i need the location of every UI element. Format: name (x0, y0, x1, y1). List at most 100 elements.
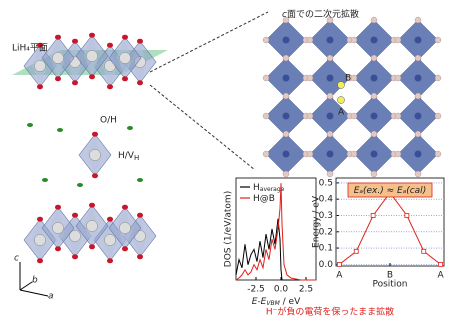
axis-label: c (14, 254, 19, 264)
atom (415, 75, 422, 82)
atom (72, 80, 78, 85)
x-axis-label: E-EVBM / eV (252, 297, 301, 307)
atom (27, 123, 33, 127)
atom (89, 244, 95, 249)
atom (137, 213, 143, 218)
atom (395, 113, 401, 119)
atom (395, 75, 401, 81)
atom (42, 178, 48, 182)
atom (263, 37, 269, 43)
atom (283, 131, 289, 137)
atom (371, 37, 378, 44)
atom (327, 171, 333, 177)
y-tick-label: 0.5 (319, 178, 333, 188)
atom (327, 37, 334, 44)
atom (127, 126, 133, 130)
annotation: Eₐ(ex.) ≈ Eₐ(cal) (354, 186, 426, 196)
atom (89, 203, 95, 208)
zoom-line (150, 85, 255, 170)
site-label: B (345, 74, 351, 84)
atom (107, 258, 113, 263)
site (338, 82, 345, 89)
atom (86, 50, 97, 61)
caption: H⁻が負の電荷を保ったまま拡散 (266, 306, 394, 318)
point (405, 213, 409, 217)
atom (77, 183, 83, 187)
atom (122, 205, 128, 210)
atom (104, 234, 115, 245)
atom (327, 131, 333, 137)
x-axis-label: Position (372, 280, 407, 290)
atom (327, 151, 334, 158)
atom (92, 173, 98, 178)
atom (327, 113, 334, 120)
atom (107, 43, 113, 48)
zoom-line (150, 12, 268, 72)
atom (107, 84, 113, 89)
atom (119, 222, 130, 233)
atom (122, 76, 128, 81)
atom (37, 217, 43, 222)
atom (283, 113, 290, 120)
atom (86, 220, 97, 231)
atom (137, 254, 143, 259)
legend-label-part: H@B (253, 194, 275, 204)
atom (89, 74, 95, 79)
figure: LiH₄平面 O/H H/VH c面での二次元拡散 B A c b a H⁻が負… (0, 0, 451, 323)
plane-label: LiH₄平面 (12, 43, 48, 54)
atom (57, 128, 63, 132)
atom (435, 75, 441, 81)
y-tick-label: 0.0 (319, 260, 334, 270)
atom (283, 171, 289, 177)
atom (283, 151, 290, 158)
atom (371, 93, 377, 99)
atom (137, 178, 143, 182)
atom (89, 149, 100, 160)
point (422, 249, 426, 253)
atom (435, 113, 441, 119)
atom (283, 93, 289, 99)
axis-label: a (48, 292, 54, 302)
atom (371, 151, 378, 158)
atom (89, 33, 95, 38)
atom (119, 52, 130, 63)
atom (351, 113, 357, 119)
atom (395, 151, 401, 157)
atom (435, 151, 441, 157)
atom (415, 171, 421, 177)
atom (263, 151, 269, 157)
x-axis-label-part: E-E (252, 297, 267, 307)
atom (371, 113, 378, 120)
series-line (236, 219, 316, 280)
atom (34, 234, 45, 245)
point (439, 262, 443, 266)
legend-label-part: H (253, 183, 260, 193)
atom (52, 222, 63, 233)
atom (435, 37, 441, 43)
atom (327, 93, 333, 99)
atom (395, 37, 401, 43)
atom (307, 151, 313, 157)
x-tick-label: A (336, 271, 343, 281)
atom (92, 132, 98, 137)
x-tick-label: 0.0 (274, 285, 289, 295)
atom (283, 55, 289, 61)
panel-title: c面での二次元拡散 (282, 8, 359, 20)
atom (371, 131, 377, 137)
atom (415, 131, 421, 137)
atom (415, 151, 422, 158)
atom (137, 80, 143, 85)
atom (351, 151, 357, 157)
atom (122, 246, 128, 251)
x-tick-label: A (438, 271, 445, 281)
axis-label: b (32, 276, 38, 286)
atom (34, 60, 45, 71)
legend-label: H@B (253, 194, 275, 204)
atom (415, 93, 421, 99)
atom (122, 35, 128, 40)
atom (107, 217, 113, 222)
atom (283, 75, 290, 82)
atom (327, 55, 333, 61)
site-label: H/VH (118, 151, 139, 163)
atom (263, 113, 269, 119)
